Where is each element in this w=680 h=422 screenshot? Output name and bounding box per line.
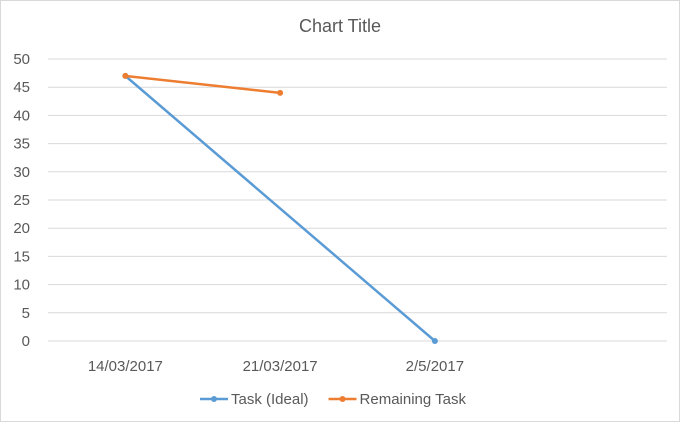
- legend-swatch-marker: [211, 396, 217, 402]
- series-line-1: [125, 74, 281, 95]
- series-lines: [122, 72, 438, 344]
- y-tick-label: 35: [13, 136, 30, 153]
- y-tick-label: 25: [13, 192, 30, 209]
- y-tick-label: 45: [13, 79, 30, 96]
- y-tick-label: 50: [13, 51, 30, 68]
- data-point: [277, 89, 284, 96]
- y-tick-label: 30: [13, 164, 30, 181]
- y-tick-label: 20: [13, 220, 30, 237]
- legend-label: Task (Ideal): [231, 391, 309, 408]
- y-tick-label: 10: [13, 277, 30, 294]
- legend-label: Remaining Task: [360, 391, 467, 408]
- series-line-0: [124, 74, 436, 342]
- y-tick-label: 5: [22, 305, 30, 322]
- data-point: [122, 72, 129, 79]
- data-point: [431, 338, 438, 344]
- chart-title: Chart Title: [299, 16, 381, 36]
- y-tick-label: 40: [13, 107, 30, 124]
- y-axis-ticks: 0 5 10 15 20 25 30 35 40 45 50: [13, 51, 30, 350]
- legend: Task (Ideal) Remaining Task: [200, 391, 466, 408]
- legend-swatch-marker: [339, 396, 346, 402]
- x-tick-label: 21/03/2017: [243, 358, 318, 375]
- y-tick-label: 0: [22, 333, 30, 350]
- x-tick-label: 2/5/2017: [406, 358, 464, 375]
- y-tick-label: 15: [13, 248, 30, 265]
- gridlines: [48, 58, 667, 342]
- x-axis-ticks: 14/03/2017 21/03/2017 2/5/2017: [88, 358, 464, 375]
- x-tick-label: 14/03/2017: [88, 358, 163, 375]
